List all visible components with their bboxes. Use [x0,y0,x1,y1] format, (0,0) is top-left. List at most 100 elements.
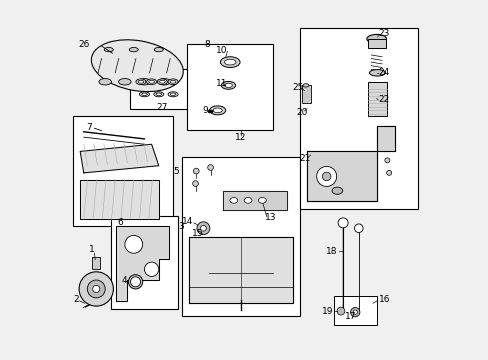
Polygon shape [116,226,169,301]
Circle shape [124,235,142,253]
Text: 25: 25 [292,83,303,92]
Circle shape [384,158,389,163]
Text: 12: 12 [235,133,246,142]
Bar [367,39,385,48]
Ellipse shape [368,69,385,76]
Circle shape [79,272,113,306]
Ellipse shape [258,198,266,203]
Text: 8: 8 [203,40,209,49]
Circle shape [192,181,198,186]
Ellipse shape [138,78,150,85]
Circle shape [316,166,336,186]
Bar [299,28,417,208]
Circle shape [207,165,213,170]
Polygon shape [223,191,287,210]
Circle shape [200,225,206,231]
Ellipse shape [224,59,235,65]
Text: 6: 6 [117,218,123,227]
Ellipse shape [158,78,170,85]
Bar [301,85,310,103]
Text: 13: 13 [264,213,275,222]
Ellipse shape [148,80,154,83]
Ellipse shape [104,48,113,52]
Ellipse shape [136,79,145,85]
Ellipse shape [168,92,178,97]
Bar [110,216,178,309]
Text: 18: 18 [325,247,337,256]
Text: 19: 19 [322,307,333,316]
Circle shape [386,170,391,175]
Text: 20: 20 [295,108,307,117]
Circle shape [93,285,100,293]
Bar [130,69,194,109]
Bar [333,296,376,325]
Text: 15: 15 [191,229,203,238]
Ellipse shape [331,187,342,194]
Text: 22: 22 [378,95,389,104]
Text: 26: 26 [78,40,89,49]
Text: 1: 1 [88,245,94,254]
Ellipse shape [168,79,178,85]
Text: 17: 17 [345,312,356,321]
Circle shape [337,218,347,228]
Ellipse shape [99,78,111,85]
Text: 16: 16 [378,295,389,304]
Bar [91,257,100,269]
Circle shape [336,307,344,315]
Text: 27: 27 [156,103,167,112]
Ellipse shape [154,48,163,52]
Polygon shape [189,237,292,303]
Text: 24: 24 [378,68,389,77]
Ellipse shape [159,80,165,83]
Ellipse shape [129,48,138,52]
Bar [367,82,386,116]
Ellipse shape [156,93,161,95]
Ellipse shape [146,79,156,85]
Ellipse shape [157,79,167,85]
Ellipse shape [366,35,386,43]
Ellipse shape [229,198,237,203]
Text: 14: 14 [181,217,193,226]
Circle shape [193,168,199,174]
Ellipse shape [118,78,131,85]
Ellipse shape [153,92,163,97]
Ellipse shape [128,275,142,289]
Circle shape [354,224,363,233]
Ellipse shape [213,108,222,113]
Circle shape [130,277,140,287]
Ellipse shape [209,106,225,115]
Text: 2: 2 [74,295,79,304]
Bar [182,157,299,316]
Circle shape [197,222,209,235]
Text: 11: 11 [215,79,226,88]
Ellipse shape [220,57,240,67]
Bar [73,116,173,226]
Ellipse shape [91,40,183,91]
Ellipse shape [139,92,149,97]
Text: 3: 3 [178,222,183,231]
Ellipse shape [138,80,143,83]
Text: 7: 7 [86,123,92,132]
Text: 23: 23 [378,29,389,38]
Polygon shape [80,180,159,219]
Text: 10: 10 [215,46,226,55]
Ellipse shape [221,81,235,89]
Ellipse shape [170,80,176,83]
Ellipse shape [244,198,251,203]
Ellipse shape [170,93,175,95]
Circle shape [144,262,159,276]
Text: 5: 5 [173,167,179,176]
Polygon shape [306,126,394,202]
Ellipse shape [142,93,147,95]
Text: 4: 4 [122,275,127,284]
Circle shape [87,280,105,298]
Bar [187,44,272,130]
Circle shape [322,172,330,181]
Polygon shape [80,144,159,173]
Ellipse shape [224,83,232,87]
Ellipse shape [303,84,308,87]
Text: 9: 9 [202,106,208,115]
Text: 21: 21 [299,154,310,163]
Circle shape [350,307,359,317]
Circle shape [352,310,357,314]
